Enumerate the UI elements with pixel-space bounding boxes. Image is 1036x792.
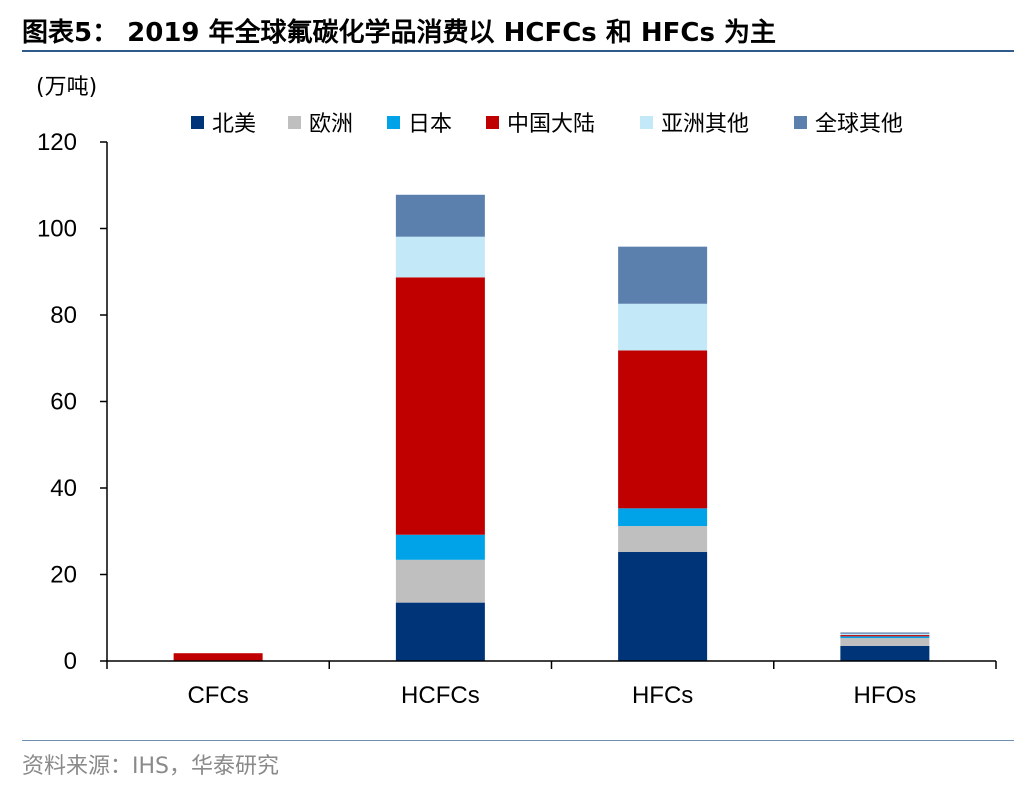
unit-label: (万吨)	[36, 75, 97, 100]
legend-swatch	[288, 116, 301, 129]
bar-segment	[395, 194, 485, 237]
bar-segment	[840, 633, 930, 636]
bar-segment	[618, 350, 708, 509]
bar-segment	[840, 635, 930, 637]
bar-segment	[618, 246, 708, 304]
y-tick-label: 20	[50, 562, 77, 589]
x-tick-label: CFCs	[187, 682, 248, 709]
bar-segment	[618, 303, 708, 351]
legend-label: 日本	[408, 112, 452, 137]
legend-swatch	[486, 116, 499, 129]
legend-swatch	[191, 116, 204, 129]
x-tick-label: HFOs	[854, 682, 917, 709]
footer-divider	[22, 740, 1014, 741]
bar-segment	[173, 653, 263, 661]
bar-segment	[840, 632, 930, 634]
legend-label: 欧洲	[309, 112, 353, 137]
y-tick-label: 0	[64, 648, 77, 675]
x-axis: CFCs HCFCs HFCs HFOs	[106, 660, 997, 709]
bar-segment	[395, 559, 485, 603]
bar-segment	[618, 508, 708, 527]
legend-label: 北美	[212, 112, 256, 137]
legend-swatch	[794, 116, 807, 129]
bar-segment	[840, 645, 930, 661]
y-axis: 0 20 40 60 80 100 120	[37, 129, 108, 675]
bar-segment	[395, 602, 485, 661]
bar-segment	[618, 552, 708, 661]
title-divider	[22, 50, 1014, 52]
stacked-bar-chart: (万吨) 北美 欧洲 日本 中国大陆 亚洲其他 全球其他 020406080100120 …	[36, 75, 997, 709]
bar-segment	[840, 638, 930, 646]
legend: 北美 欧洲 日本 中国大陆 亚洲其他 全球其他	[191, 112, 903, 137]
x-tick-label: HCFCs	[401, 682, 480, 709]
bar-segment	[840, 636, 930, 639]
legend-label: 中国大陆	[507, 112, 595, 137]
y-tick-label: 60	[50, 389, 77, 416]
source-note: 资料来源：IHS，华泰研究	[22, 754, 279, 779]
legend-swatch	[387, 116, 400, 129]
bar-segment	[395, 277, 485, 535]
legend-label: 亚洲其他	[661, 112, 749, 137]
x-tick-label: HFCs	[632, 682, 693, 709]
y-tick-label: 120	[37, 129, 77, 156]
y-tick-label: 40	[50, 475, 77, 502]
y-tick-label: 80	[50, 302, 77, 329]
bar-segment	[395, 534, 485, 560]
legend-label: 全球其他	[815, 112, 903, 137]
bars	[173, 194, 930, 661]
chart-title: 图表5： 2019 年全球氟碳化学品消费以 HCFCs 和 HFCs 为主	[22, 18, 777, 48]
legend-swatch	[640, 116, 653, 129]
y-tick-label: 100	[37, 216, 77, 243]
bar-segment	[618, 526, 708, 553]
bar-segment	[395, 236, 485, 278]
